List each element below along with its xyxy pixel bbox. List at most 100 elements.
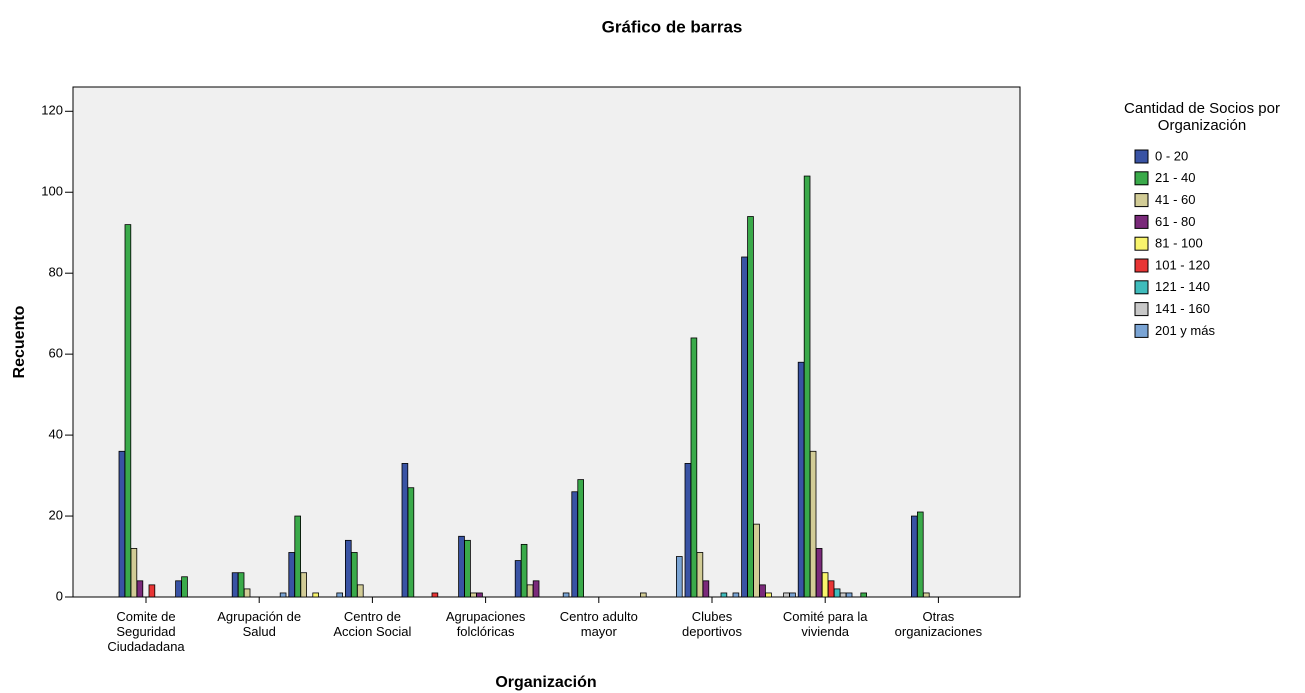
bar	[789, 592, 796, 598]
bar	[350, 552, 358, 598]
bar	[577, 479, 584, 598]
x-tick-label: Clubes deportivos	[682, 609, 742, 639]
legend-swatch	[1134, 280, 1149, 295]
bar	[520, 543, 528, 598]
legend-label: 81 - 100	[1155, 236, 1203, 251]
legend-swatch	[1134, 193, 1149, 208]
bar	[407, 487, 415, 598]
x-tick-label: Agrupaciones folclóricas	[445, 609, 526, 639]
y-tick-label: 100	[41, 184, 63, 199]
bar	[279, 592, 287, 598]
bar	[344, 539, 352, 598]
bar	[124, 224, 132, 598]
bar	[702, 580, 710, 598]
legend-label: 41 - 60	[1155, 192, 1195, 207]
y-tick-label: 20	[49, 507, 63, 522]
y-tick-label: 0	[56, 588, 63, 603]
bar	[514, 560, 522, 598]
bar	[741, 256, 748, 598]
x-axis-label: Organización	[495, 674, 596, 691]
bar	[431, 592, 439, 598]
legend-label: 141 - 160	[1155, 301, 1210, 316]
bar	[294, 515, 301, 598]
bar	[753, 523, 760, 598]
bar	[821, 572, 829, 598]
bar	[815, 548, 823, 598]
x-tick-label: Centro de Accion Social	[333, 609, 412, 639]
bar	[175, 580, 182, 598]
bar	[923, 592, 930, 598]
legend-swatch	[1134, 214, 1149, 229]
bar	[765, 592, 772, 598]
bar	[696, 552, 704, 598]
bar	[148, 584, 156, 598]
legend-label: 101 - 120	[1155, 257, 1210, 272]
bar	[676, 556, 683, 598]
bar	[464, 539, 471, 598]
legend-label: 0 - 20	[1155, 148, 1188, 163]
legend-swatch	[1134, 171, 1149, 186]
bar	[917, 511, 924, 598]
bar	[803, 175, 811, 598]
x-tick-label: Comite de Seguridad Ciudadadana	[107, 609, 185, 654]
x-tick-label: Centro adulto mayor	[559, 609, 638, 639]
bar	[720, 592, 728, 598]
bar	[356, 584, 364, 598]
bar	[759, 584, 766, 598]
bar	[839, 592, 847, 598]
bar	[401, 463, 409, 598]
bar	[827, 580, 835, 598]
x-tick-label: Agrupación de Salud	[217, 609, 302, 639]
bar	[130, 548, 138, 598]
y-tick-label: 40	[49, 427, 63, 442]
bar	[136, 580, 144, 598]
bar	[747, 216, 754, 598]
bar	[300, 572, 307, 598]
legend-label: 61 - 80	[1155, 214, 1195, 229]
legend-label: 201 y más	[1155, 323, 1215, 338]
legend-swatch	[1134, 258, 1149, 273]
x-tick-label: Comité para la vivienda	[782, 609, 868, 639]
legend-swatch	[1134, 323, 1149, 338]
bar	[532, 580, 540, 598]
y-tick-label: 80	[49, 265, 63, 280]
bar	[640, 592, 647, 598]
chart-title: Gráfico de barras	[602, 17, 743, 36]
bar	[526, 584, 534, 598]
bar	[243, 588, 251, 598]
bar	[470, 592, 477, 598]
legend-swatch	[1134, 302, 1149, 317]
bar	[181, 576, 188, 598]
bar	[911, 515, 918, 598]
legend-swatch	[1134, 149, 1149, 164]
bar	[690, 337, 698, 598]
bar	[732, 592, 740, 598]
bar	[833, 588, 841, 598]
bar	[845, 592, 853, 598]
legend-label: 121 - 140	[1155, 279, 1210, 294]
bar	[809, 450, 817, 598]
bar	[860, 592, 867, 598]
x-tick-label: Otras organizaciones	[894, 609, 983, 639]
bar	[288, 552, 295, 598]
legend-label: 21 - 40	[1155, 170, 1195, 185]
y-tick-label: 60	[49, 346, 63, 361]
y-tick-label: 120	[41, 103, 63, 118]
bar	[476, 592, 483, 598]
bar	[684, 463, 692, 598]
legend-swatch	[1134, 236, 1149, 251]
legend-title: Cantidad de Socios por Organización	[1124, 100, 1280, 134]
bar	[231, 572, 239, 598]
bar	[783, 592, 790, 598]
bar	[458, 535, 465, 598]
bar	[571, 491, 578, 598]
bar	[312, 592, 319, 598]
bar	[797, 361, 805, 598]
bar	[237, 572, 245, 598]
plot-area	[72, 86, 1021, 598]
bar	[562, 592, 570, 598]
bar	[336, 592, 343, 598]
bar	[118, 450, 126, 598]
